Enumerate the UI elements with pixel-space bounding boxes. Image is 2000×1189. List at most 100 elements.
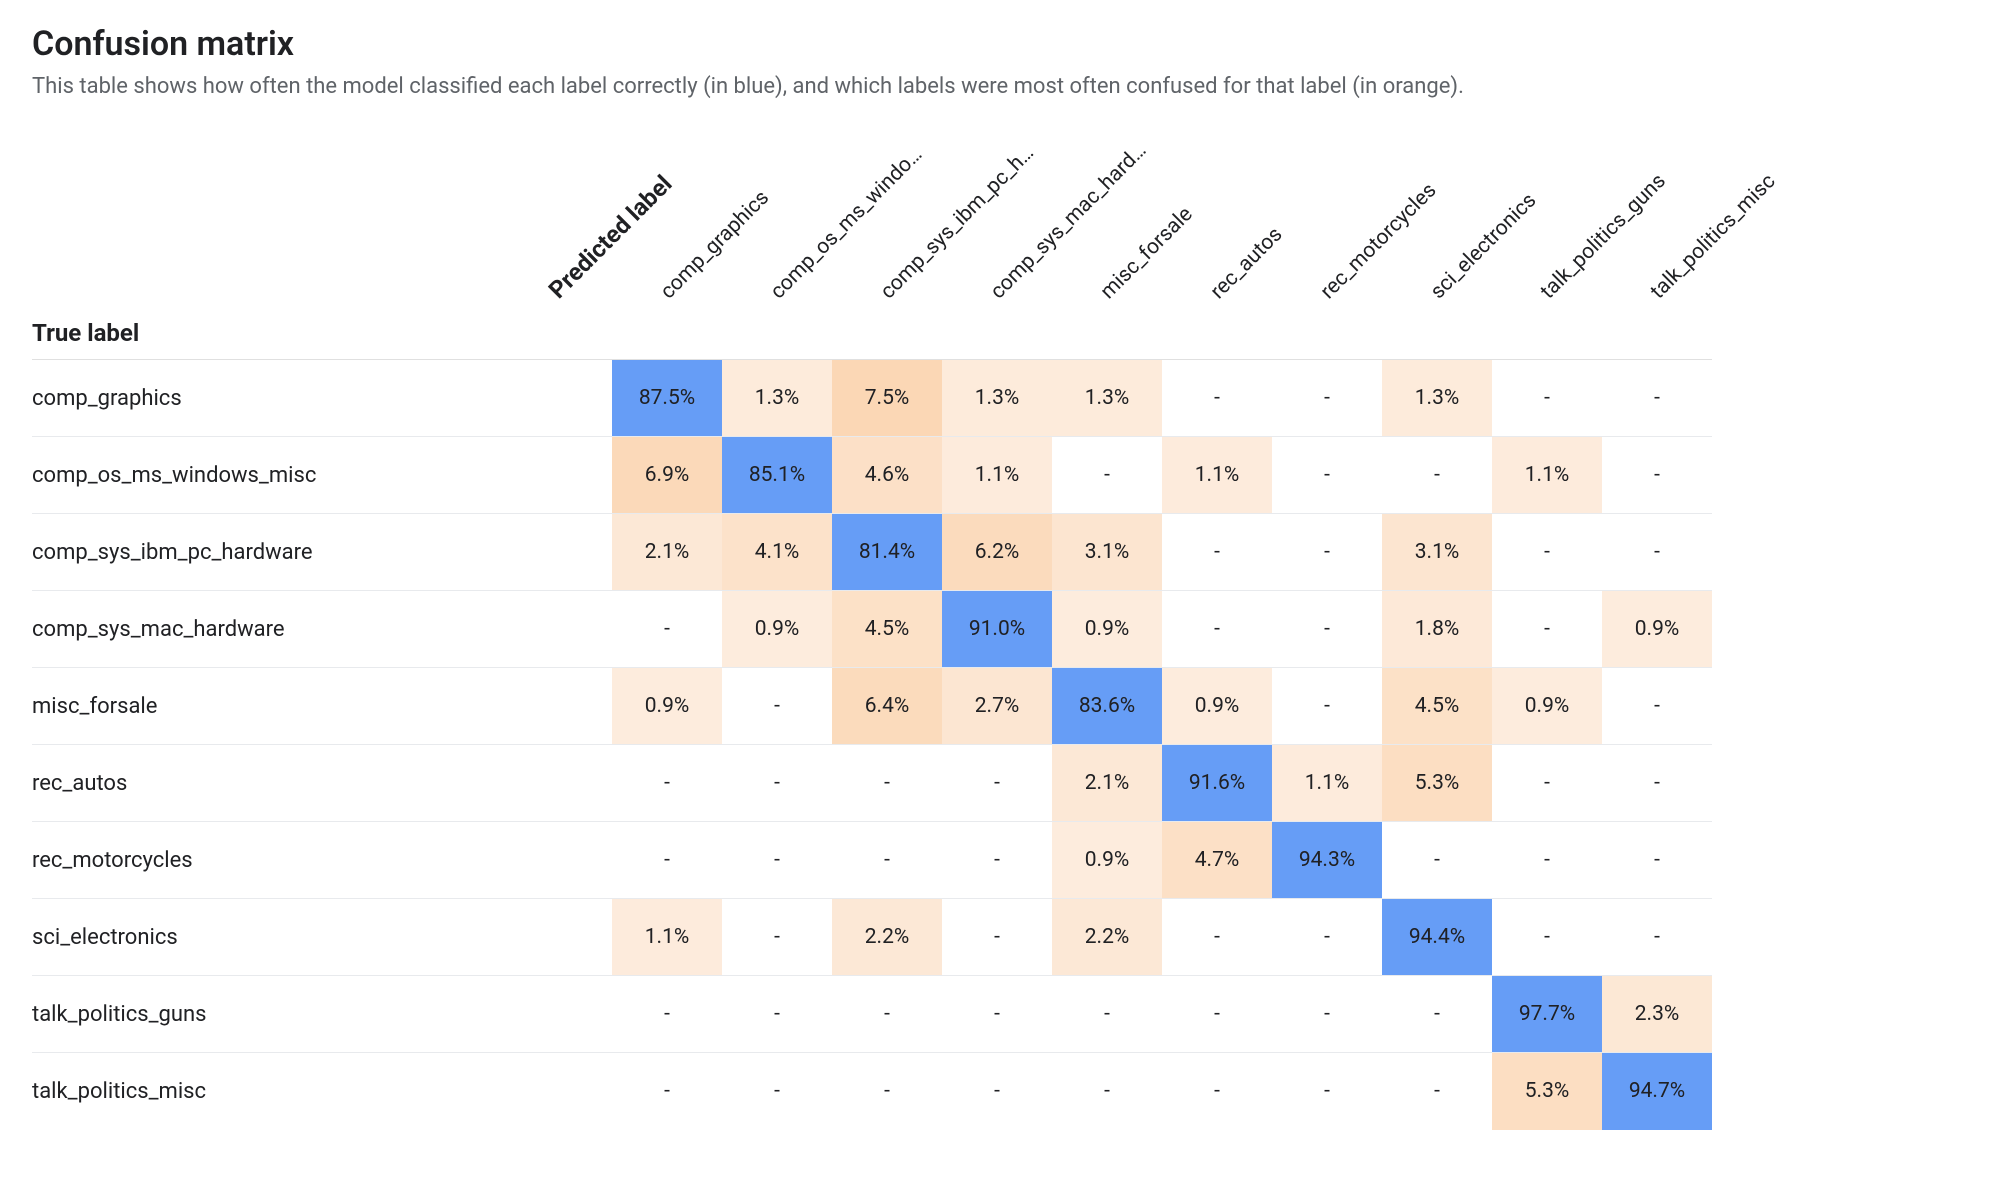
matrix-cell: - bbox=[1492, 360, 1602, 437]
column-header: rec_autos bbox=[1206, 223, 1287, 304]
matrix-cell: 0.9% bbox=[1052, 822, 1162, 899]
matrix-cell: - bbox=[1602, 668, 1712, 745]
matrix-cell: - bbox=[1492, 591, 1602, 668]
matrix-cell: - bbox=[1382, 437, 1492, 514]
matrix-cell: 6.9% bbox=[612, 437, 722, 514]
matrix-cell: 94.3% bbox=[1272, 822, 1382, 899]
matrix-cell: 1.1% bbox=[1162, 437, 1272, 514]
matrix-cell: 91.6% bbox=[1162, 745, 1272, 822]
col-spacer bbox=[942, 307, 1052, 360]
matrix-cell: 2.1% bbox=[612, 514, 722, 591]
col-spacer bbox=[832, 307, 942, 360]
matrix-cell: 97.7% bbox=[1492, 976, 1602, 1053]
matrix-cell: 91.0% bbox=[942, 591, 1052, 668]
matrix-cell: - bbox=[1492, 745, 1602, 822]
matrix-cell: 0.9% bbox=[1492, 668, 1602, 745]
matrix-cell: - bbox=[1272, 976, 1382, 1053]
table-row-label: rec_autos bbox=[32, 745, 612, 822]
matrix-cell: - bbox=[1602, 822, 1712, 899]
matrix-cell: 1.3% bbox=[1382, 360, 1492, 437]
page-title: Confusion matrix bbox=[32, 24, 1968, 64]
matrix-cell: 3.1% bbox=[1052, 514, 1162, 591]
matrix-cell: - bbox=[722, 822, 832, 899]
matrix-container: True labelcomp_graphics87.5%1.3%7.5%1.3%… bbox=[32, 107, 1968, 1130]
matrix-cell: - bbox=[722, 1053, 832, 1130]
matrix-cell: 1.1% bbox=[1492, 437, 1602, 514]
matrix-cell: 6.2% bbox=[942, 514, 1052, 591]
matrix-cell: - bbox=[1492, 822, 1602, 899]
matrix-cell: - bbox=[1602, 437, 1712, 514]
matrix-cell: - bbox=[612, 822, 722, 899]
matrix-cell: - bbox=[1272, 668, 1382, 745]
col-axis-label: Predicted label bbox=[543, 170, 677, 304]
column-header: misc_forsale bbox=[1096, 202, 1198, 304]
table-row-label: comp_sys_ibm_pc_hardware bbox=[32, 514, 612, 591]
matrix-cell: 2.1% bbox=[1052, 745, 1162, 822]
matrix-cell: - bbox=[1052, 1053, 1162, 1130]
col-spacer bbox=[1382, 307, 1492, 360]
matrix-cell: - bbox=[1602, 899, 1712, 976]
page-subtitle: This table shows how often the model cla… bbox=[32, 74, 1968, 99]
col-spacer bbox=[722, 307, 832, 360]
matrix-cell: 7.5% bbox=[832, 360, 942, 437]
matrix-cell: 94.7% bbox=[1602, 1053, 1712, 1130]
matrix-cell: 0.9% bbox=[1602, 591, 1712, 668]
matrix-cell: - bbox=[942, 1053, 1052, 1130]
matrix-cell: - bbox=[1052, 976, 1162, 1053]
matrix-cell: - bbox=[1602, 514, 1712, 591]
matrix-cell: - bbox=[942, 976, 1052, 1053]
table-row-label: comp_sys_mac_hardware bbox=[32, 591, 612, 668]
matrix-cell: - bbox=[612, 745, 722, 822]
table-row-label: sci_electronics bbox=[32, 899, 612, 976]
confusion-matrix-panel: Confusion matrix This table shows how of… bbox=[0, 0, 2000, 1170]
matrix-cell: - bbox=[1052, 437, 1162, 514]
matrix-cell: - bbox=[1162, 514, 1272, 591]
matrix-cell: 2.2% bbox=[1052, 899, 1162, 976]
matrix-cell: 3.1% bbox=[1382, 514, 1492, 591]
table-row-label: misc_forsale bbox=[32, 668, 612, 745]
matrix-cell: - bbox=[612, 976, 722, 1053]
matrix-cell: - bbox=[1272, 591, 1382, 668]
matrix-cell: - bbox=[1272, 437, 1382, 514]
matrix-cell: - bbox=[1162, 1053, 1272, 1130]
col-spacer bbox=[1162, 307, 1272, 360]
col-spacer bbox=[1272, 307, 1382, 360]
matrix-cell: 87.5% bbox=[612, 360, 722, 437]
col-spacer bbox=[1492, 307, 1602, 360]
matrix-cell: - bbox=[1382, 976, 1492, 1053]
col-spacer bbox=[1052, 307, 1162, 360]
matrix-cell: 1.1% bbox=[612, 899, 722, 976]
table-row-label: comp_graphics bbox=[32, 360, 612, 437]
col-spacer bbox=[612, 307, 722, 360]
matrix-cell: 2.2% bbox=[832, 899, 942, 976]
matrix-cell: - bbox=[1602, 360, 1712, 437]
matrix-cell: - bbox=[1272, 514, 1382, 591]
matrix-cell: - bbox=[722, 976, 832, 1053]
row-axis-label: True label bbox=[32, 307, 612, 360]
matrix-cell: - bbox=[1162, 591, 1272, 668]
matrix-cell: 1.3% bbox=[722, 360, 832, 437]
matrix-cell: 2.3% bbox=[1602, 976, 1712, 1053]
matrix-cell: - bbox=[722, 668, 832, 745]
matrix-cell: - bbox=[1272, 360, 1382, 437]
matrix-cell: - bbox=[1382, 1053, 1492, 1130]
matrix-cell: - bbox=[942, 745, 1052, 822]
matrix-cell: 5.3% bbox=[1492, 1053, 1602, 1130]
matrix-cell: 1.3% bbox=[942, 360, 1052, 437]
matrix-cell: - bbox=[942, 822, 1052, 899]
matrix-cell: 4.5% bbox=[832, 591, 942, 668]
matrix-cell: 1.1% bbox=[1272, 745, 1382, 822]
column-header: comp_graphics bbox=[656, 186, 774, 304]
matrix-cell: 5.3% bbox=[1382, 745, 1492, 822]
confusion-matrix-table: True labelcomp_graphics87.5%1.3%7.5%1.3%… bbox=[32, 307, 1712, 1130]
table-row-label: rec_motorcycles bbox=[32, 822, 612, 899]
matrix-cell: - bbox=[942, 899, 1052, 976]
matrix-cell: 85.1% bbox=[722, 437, 832, 514]
matrix-cell: 4.7% bbox=[1162, 822, 1272, 899]
matrix-cell: 6.4% bbox=[832, 668, 942, 745]
matrix-cell: 81.4% bbox=[832, 514, 942, 591]
matrix-cell: - bbox=[1492, 899, 1602, 976]
column-header: sci_electronics bbox=[1426, 189, 1541, 304]
table-row-label: talk_politics_guns bbox=[32, 976, 612, 1053]
matrix-cell: - bbox=[1162, 360, 1272, 437]
